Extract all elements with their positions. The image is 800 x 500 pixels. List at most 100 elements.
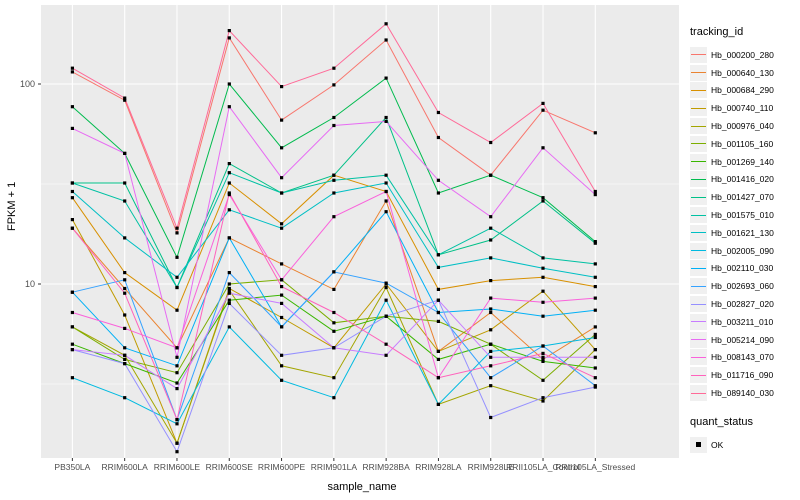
- data-point: [384, 119, 388, 123]
- data-point: [541, 344, 545, 348]
- data-point: [384, 314, 388, 318]
- legend-item-label: Hb_002110_030: [711, 263, 774, 274]
- data-point: [175, 387, 179, 391]
- grid-major: [41, 5, 679, 458]
- legend-key: [690, 367, 707, 384]
- data-point: [436, 402, 440, 406]
- data-point: [541, 196, 545, 200]
- legend-key-line-icon: [691, 54, 706, 56]
- legend-item-Hb_002005_090: Hb_002005_090: [690, 242, 798, 260]
- legend-item-Hb_000684_290: Hb_000684_290: [690, 82, 798, 100]
- x-axis-title: sample_name: [327, 481, 397, 493]
- data-point: [280, 378, 284, 382]
- data-point: [593, 332, 597, 336]
- legend-key: [690, 242, 707, 259]
- data-point: [227, 291, 231, 295]
- data-point: [436, 298, 440, 302]
- data-point: [227, 236, 231, 240]
- data-point: [280, 278, 284, 282]
- legend-key: [690, 385, 707, 402]
- data-point: [70, 181, 74, 185]
- y-axis-title: FPKM + 1: [6, 181, 18, 231]
- data-point: [227, 82, 231, 86]
- data-point: [541, 359, 545, 363]
- data-point: [541, 351, 545, 355]
- data-point: [280, 315, 284, 320]
- data-point: [489, 376, 493, 380]
- legend-item-label: Hb_003211_010: [711, 316, 774, 327]
- x-tick-label: RRIM928LE: [468, 462, 515, 472]
- x-tick-label: RRII105LA_Stressed: [555, 462, 635, 472]
- data-point: [123, 313, 127, 317]
- data-point: [227, 271, 231, 275]
- data-point: [593, 385, 597, 389]
- legend-item-label: Hb_000640_130: [711, 67, 774, 78]
- data-point: [332, 191, 336, 195]
- legend-key-line-icon: [691, 392, 706, 394]
- data-point: [489, 215, 493, 219]
- data-point: [280, 226, 284, 230]
- data-point: [70, 342, 74, 346]
- data-point: [280, 176, 284, 180]
- data-point: [123, 326, 127, 330]
- legend-key: [690, 135, 707, 152]
- data-point: [489, 364, 493, 368]
- data-point: [489, 256, 493, 260]
- data-point: [384, 298, 388, 302]
- x-tick-label: RRIM600SE: [206, 462, 254, 472]
- data-point: [70, 196, 74, 200]
- legend-key-line-icon: [691, 143, 706, 145]
- data-point: [123, 181, 127, 185]
- legend-item-label: Hb_001269_140: [711, 156, 774, 167]
- data-point: [593, 308, 597, 312]
- data-point: [332, 215, 336, 219]
- data-point: [436, 253, 440, 257]
- data-point: [70, 226, 74, 230]
- legend-item-label: Hb_011716_090: [711, 370, 774, 381]
- data-point: [436, 265, 440, 269]
- data-point: [280, 285, 284, 289]
- data-point: [280, 262, 284, 266]
- data-point: [227, 105, 231, 109]
- data-point: [175, 308, 179, 312]
- data-point: [489, 173, 493, 177]
- data-points: [70, 22, 597, 454]
- data-point: [384, 22, 388, 26]
- legend-key: [690, 82, 707, 99]
- data-point: [593, 355, 597, 359]
- data-point: [489, 310, 493, 315]
- data-point: [123, 286, 127, 291]
- data-point: [123, 96, 127, 100]
- data-point: [123, 278, 127, 282]
- data-point: [175, 441, 179, 445]
- data-point: [175, 381, 179, 385]
- data-point: [332, 396, 336, 400]
- legend-key: [690, 153, 707, 170]
- legend-key-line-icon: [691, 321, 706, 323]
- data-point: [175, 364, 179, 368]
- data-point: [541, 289, 545, 293]
- data-point: [123, 362, 127, 366]
- legend-key-line-icon: [691, 374, 706, 376]
- x-tick-label: RRIM600LA: [102, 462, 149, 472]
- legend-item-label: Hb_000684_290: [711, 85, 774, 96]
- legend-key-line-icon: [691, 161, 706, 163]
- data-point: [541, 357, 545, 361]
- data-point: [489, 226, 493, 230]
- grid-minor: [41, 183, 679, 385]
- data-point: [436, 135, 440, 140]
- data-point: [332, 115, 336, 120]
- data-point: [489, 140, 493, 145]
- data-point: [384, 181, 388, 185]
- legend-item-label: Hb_005214_090: [711, 334, 774, 345]
- data-point: [123, 291, 127, 295]
- legend-key-line-icon: [691, 196, 706, 198]
- quant-ok-key: [690, 436, 707, 453]
- data-point: [123, 271, 127, 275]
- data-point: [541, 146, 545, 150]
- data-point: [384, 285, 388, 290]
- legend-key-line-icon: [691, 214, 706, 216]
- legend-key-line-icon: [691, 303, 706, 305]
- legend: tracking_id Hb_000200_280 Hb_000640_130 Hb…: [690, 26, 798, 454]
- data-point: [332, 173, 336, 177]
